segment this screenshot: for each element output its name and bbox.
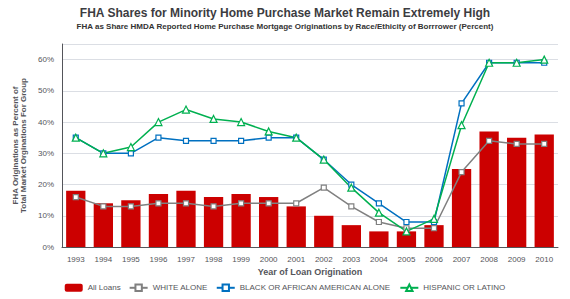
svg-text:2008: 2008	[480, 255, 498, 264]
svg-text:30%: 30%	[38, 149, 54, 158]
svg-text:1997: 1997	[177, 255, 195, 264]
svg-text:FHA Shares for Minority Home P: FHA Shares for Minority Home Purchase Ma…	[80, 6, 490, 20]
svg-text:2002: 2002	[315, 255, 333, 264]
svg-text:2000: 2000	[260, 255, 278, 264]
svg-text:1994: 1994	[94, 255, 112, 264]
svg-text:2005: 2005	[398, 255, 416, 264]
svg-text:1998: 1998	[205, 255, 223, 264]
svg-text:Total Market Orginations For G: Total Market Orginations For Group	[19, 78, 28, 213]
svg-text:10%: 10%	[38, 211, 54, 220]
svg-text:HISPANIC OR LATINO: HISPANIC OR LATINO	[423, 283, 505, 292]
svg-text:2001: 2001	[287, 255, 305, 264]
svg-text:1999: 1999	[232, 255, 250, 264]
svg-text:2004: 2004	[370, 255, 388, 264]
svg-text:2003: 2003	[342, 255, 360, 264]
svg-text:1993: 1993	[67, 255, 85, 264]
svg-text:FHA Originations as Percent of: FHA Originations as Percent of	[10, 86, 20, 205]
svg-text:2009: 2009	[508, 255, 526, 264]
svg-text:60%: 60%	[38, 55, 54, 64]
svg-text:Year of Loan Origination: Year of Loan Origination	[258, 267, 363, 277]
svg-text:20%: 20%	[38, 180, 54, 189]
svg-text:1996: 1996	[150, 255, 168, 264]
svg-text:WHITE ALONE: WHITE ALONE	[153, 283, 208, 292]
svg-text:2006: 2006	[425, 255, 443, 264]
svg-text:1995: 1995	[122, 255, 140, 264]
svg-text:2007: 2007	[453, 255, 471, 264]
svg-text:BLACK OR AFRICAN AMERICAN ALON: BLACK OR AFRICAN AMERICAN ALONE	[240, 283, 390, 292]
svg-text:2010: 2010	[535, 255, 553, 264]
svg-text:FHA as Share HMDA Reported Hom: FHA as Share HMDA Reported Home Purchase…	[77, 22, 494, 31]
svg-text:0%: 0%	[42, 243, 54, 252]
svg-text:50%: 50%	[38, 86, 54, 95]
svg-text:All Loans: All Loans	[88, 283, 121, 292]
svg-text:40%: 40%	[38, 118, 54, 127]
